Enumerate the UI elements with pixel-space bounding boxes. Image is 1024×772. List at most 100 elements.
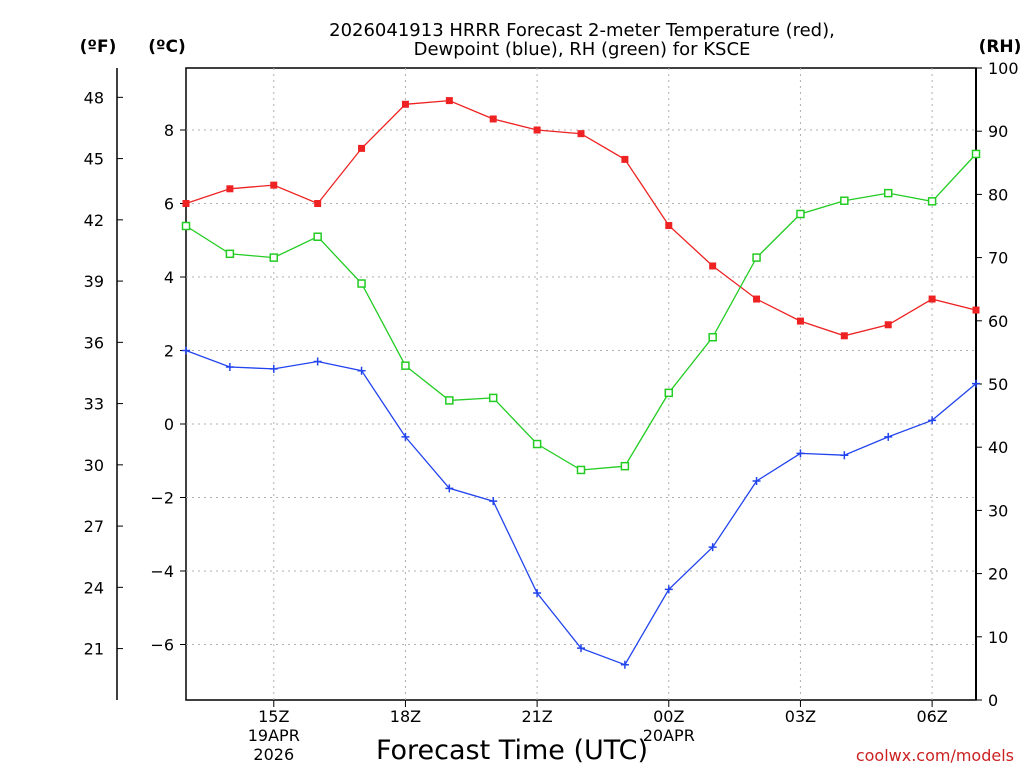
y-tick-label-fahrenheit: 48 — [84, 88, 104, 107]
y-tick-label-fahrenheit: 33 — [84, 395, 104, 414]
temperature-point — [401, 100, 409, 108]
watermark: coolwx.com/models — [856, 746, 1014, 765]
rh-point — [883, 188, 893, 198]
x-tick-label: 06Z — [916, 707, 947, 726]
rh-point — [796, 209, 805, 219]
y-tick-label-fahrenheit: 36 — [84, 333, 104, 352]
rh-point — [971, 149, 981, 159]
x-tick-label: 00Z — [653, 707, 684, 726]
x-tick-date-label: 20APR — [643, 726, 695, 745]
y-tick-label-rh: 40 — [988, 438, 1008, 457]
dewpoint-point — [445, 484, 454, 493]
y-tick-label-rh: 90 — [988, 122, 1008, 141]
rh-series-line — [185, 153, 977, 471]
dewpoint-point — [269, 364, 278, 373]
dewpoint-point — [533, 589, 542, 598]
y-tick-label-celsius: −2 — [150, 489, 174, 508]
y-tick-label-celsius: 6 — [164, 195, 174, 214]
dewpoint-series-line — [185, 349, 977, 666]
rh-unit-label: (RH) — [979, 37, 1022, 57]
dewpoint-point — [182, 346, 190, 355]
dewpoint-point — [401, 432, 410, 441]
y-tick-label-celsius: 0 — [164, 415, 174, 434]
x-tick-year-label: 2026 — [253, 745, 294, 764]
x-tick-date-label: 19APR — [248, 726, 300, 745]
rh-point — [445, 396, 454, 405]
dewpoint-point — [884, 432, 893, 441]
y-tick-label-rh: 50 — [988, 375, 1008, 394]
rh-point — [576, 465, 586, 475]
y-tick-label-celsius: 8 — [164, 121, 174, 140]
fahrenheit-unit-label: (ºF) — [80, 37, 117, 57]
temperature-point — [358, 144, 366, 152]
rh-point — [532, 439, 542, 449]
dewpoint-point — [840, 451, 849, 460]
rh-point — [401, 361, 410, 370]
rh-point — [357, 279, 366, 288]
y-tick-label-rh: 100 — [988, 59, 1019, 78]
temperature-point — [665, 222, 673, 230]
dewpoint-point — [577, 644, 585, 653]
y-tick-label-fahrenheit: 24 — [84, 578, 104, 597]
x-tick-label: 03Z — [785, 707, 816, 726]
temperature-point — [753, 295, 761, 303]
dewpoint-point — [313, 357, 322, 366]
temperature-point — [796, 317, 804, 325]
dewpoint-point — [796, 449, 805, 458]
chart-title-line1: 2026041913 HRRR Forecast 2-meter Tempera… — [329, 20, 835, 41]
temperature-point — [226, 185, 234, 193]
temperature-point — [182, 200, 190, 207]
dewpoint-point — [620, 660, 629, 669]
temperature-point — [445, 97, 453, 105]
dewpoint-point — [664, 585, 673, 594]
y-tick-label-rh: 60 — [988, 312, 1008, 331]
temperature-point — [840, 332, 848, 340]
y-tick-label-fahrenheit: 30 — [84, 456, 104, 475]
rh-point — [840, 196, 849, 205]
plot-frame — [185, 67, 977, 701]
dewpoint-point — [357, 366, 366, 375]
temperature-point — [928, 295, 936, 303]
y-tick-label-rh: 0 — [988, 691, 998, 710]
y-tick-label-rh: 70 — [988, 249, 1008, 268]
temperature-point — [577, 130, 585, 138]
y-tick-label-celsius: −6 — [150, 636, 174, 655]
y-tick-label-fahrenheit: 42 — [84, 211, 104, 230]
rh-point — [664, 388, 674, 398]
x-tick-label: 18Z — [390, 707, 421, 726]
rh-point — [708, 332, 717, 342]
temperature-point — [270, 181, 278, 189]
rh-point — [269, 253, 279, 262]
temperature-point — [314, 200, 322, 207]
dewpoint-point — [708, 543, 717, 552]
y-tick-label-rh: 80 — [988, 185, 1008, 204]
temperature-point — [884, 321, 892, 329]
dewpoint-point — [752, 476, 761, 485]
y-tick-label-fahrenheit: 21 — [84, 640, 104, 659]
rh-point — [225, 249, 235, 259]
rh-point — [181, 221, 191, 231]
dewpoint-point — [225, 363, 234, 372]
y-tick-label-rh: 30 — [988, 501, 1008, 520]
temperature-point — [972, 306, 980, 314]
dewpoint-point — [489, 497, 498, 506]
x-tick-label: 21Z — [521, 707, 552, 726]
y-tick-label-rh: 10 — [988, 628, 1008, 647]
y-tick-label-rh: 20 — [988, 565, 1008, 584]
celsius-unit-label: (ºC) — [148, 37, 186, 57]
dewpoint-point — [972, 379, 980, 388]
y-tick-label-celsius: 4 — [164, 268, 174, 287]
y-tick-label-fahrenheit: 27 — [84, 517, 104, 536]
rh-point — [620, 461, 630, 471]
y-tick-label-celsius: −4 — [150, 562, 174, 581]
chart-title-line2: Dewpoint (blue), RH (green) for KSCE — [414, 39, 751, 60]
temperature-point — [489, 115, 497, 123]
rh-point — [313, 232, 322, 241]
dewpoint-point — [928, 416, 937, 425]
x-axis-title: Forecast Time (UTC) — [376, 735, 648, 766]
y-tick-label-fahrenheit: 39 — [84, 272, 104, 291]
rh-point — [752, 253, 761, 262]
y-tick-label-celsius: 2 — [164, 342, 174, 361]
